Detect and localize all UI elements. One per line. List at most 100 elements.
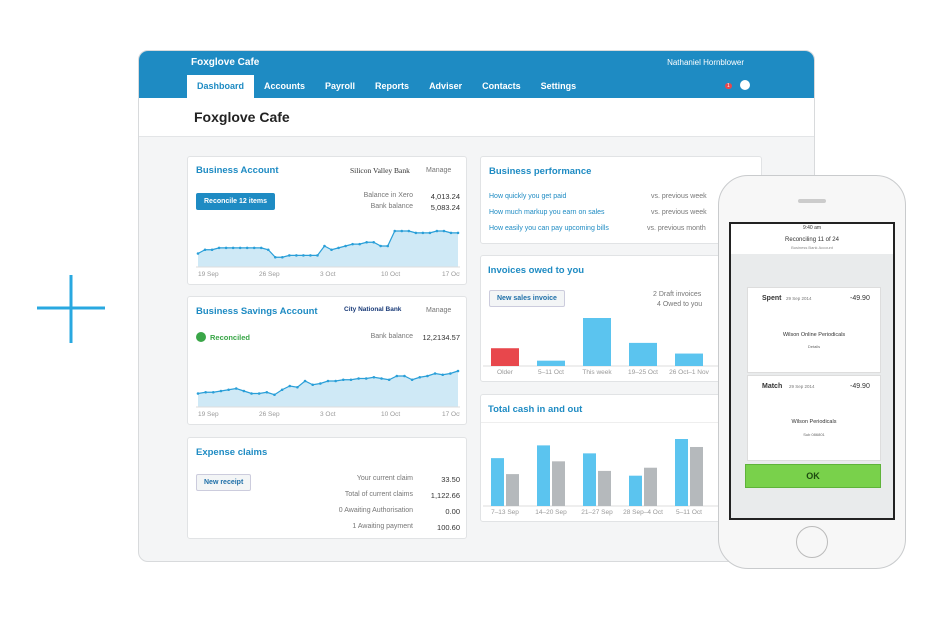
x-label: Older [497,369,514,376]
card-detail[interactable]: Details [807,344,821,349]
point [288,384,292,388]
phone-screen: 9:40 am Reconciling 11 of 24 Business Ba… [729,222,895,520]
card-payee: Wilson Periodicals [791,419,837,425]
new-invoice-button[interactable]: New sales invoice [489,290,565,307]
ok-button[interactable]: OK [745,464,881,488]
point [319,382,322,385]
point [281,255,284,259]
card-amount: -49.90 [850,383,870,390]
point [238,246,242,250]
cash-chart: 7–13 Sep 14–20 Sep 21–27 Sep 28 Sep–4 Oct 5–… [483,439,723,516]
point [395,374,399,378]
balance-chart: 19 Sep 26 Sep 3 Oct 10 Oct 17 Oct [196,369,460,418]
point [344,244,347,248]
manage-menu[interactable]: Manage [426,307,452,314]
card-title[interactable]: Total cash in and out [488,404,583,415]
reconcile-button[interactable]: Reconcile 12 items [196,193,276,210]
row-value: 100.60 [437,523,460,532]
point [341,378,345,382]
point [295,254,298,257]
bar [491,458,504,506]
point [326,379,330,383]
nav-item[interactable]: Dashboard [187,75,255,98]
point [386,244,390,248]
phone-title: Reconciling 11 of 24 [785,237,839,243]
point [387,378,391,382]
point [323,244,326,248]
phone-card[interactable]: Match 29 Sep 2014 -49.90 Wilson Periodic… [747,375,881,461]
x-label: 14–20 Sep [535,509,567,516]
card-title[interactable]: Expense claims [196,447,268,458]
point [302,254,305,257]
area [198,231,458,267]
point [456,369,460,373]
user-menu[interactable]: Nathaniel Hornblower [667,58,744,67]
point [418,375,422,379]
new-receipt-button[interactable]: New receipt [196,474,252,491]
point [334,379,337,383]
help-icon[interactable] [740,80,750,90]
x-label: 10 Oct [381,411,400,418]
bar [583,453,596,506]
point [250,392,253,395]
title-strip: Foxglove Cafe [139,98,814,137]
bar [644,467,657,506]
row-value: 1,122.66 [430,491,460,500]
x-label: 3 Oct [320,411,336,418]
phone-card[interactable]: Spent 29 Sep 2014 -49.90 Wilson Online P… [747,287,881,373]
nav-item[interactable]: Settings [540,81,577,91]
x-label: 3 Oct [320,271,336,278]
bar [629,342,657,366]
point [219,389,223,393]
invoices-card: Invoices owed to you New sales invoice 2… [480,255,762,382]
point [309,254,312,257]
perf-link[interactable]: How much markup you earn on sales [489,209,605,216]
business-account-card: Business Account Silicon Valley Bank Man… [187,156,467,285]
card-title[interactable]: Business performance [489,166,592,177]
nav-item[interactable]: Adviser [429,81,463,91]
x-label: 19 Sep [198,411,219,418]
manage-menu[interactable]: Manage [426,167,452,174]
x-label: 26 Sep [259,271,280,278]
perf-link[interactable]: How easily you can pay upcoming bills [489,225,609,232]
nav-item[interactable]: Reports [375,81,410,91]
plus-decoration [37,275,105,343]
bar [583,318,611,366]
point [372,375,376,379]
card-title[interactable]: Business Savings Account [196,306,318,317]
point [393,229,397,233]
point [379,244,383,248]
expense-claims-card: Expense claims New receipt Your current … [187,437,467,539]
perf-link[interactable]: How quickly you get paid [489,193,567,200]
point [449,372,452,375]
point [449,231,453,235]
card-date: 29 Sep 2014 [789,384,815,389]
point [303,379,307,383]
point [210,248,214,252]
card-title[interactable]: Business Account [196,165,279,176]
balance-chart: 19 Sep 26 Sep 3 Oct 10 Oct 17 Oct [196,229,460,278]
point [265,390,269,394]
row-value: 33.50 [441,475,460,484]
bar [537,445,550,506]
phone-subtitle: Business Bank Account [791,245,833,250]
row-label: Bank balance [370,333,413,340]
nav-item[interactable]: Contacts [482,81,521,91]
nav-item[interactable]: Accounts [264,81,306,91]
point [257,392,261,395]
x-label: 5–11 Oct [676,509,702,516]
nav-item[interactable]: Payroll [325,81,356,91]
x-label: 17 Oct [442,411,460,418]
top-bar: Foxglove Cafe Nathaniel Hornblower Dashb… [139,51,814,98]
point [358,242,361,246]
point [196,392,200,395]
point [426,374,429,378]
point [242,389,246,393]
card-title[interactable]: Invoices owed to you [488,265,585,276]
x-label: 17 Oct [442,271,460,278]
bar [629,475,642,506]
point [296,385,299,389]
point [330,248,333,252]
org-name[interactable]: Foxglove Cafe [191,57,260,68]
